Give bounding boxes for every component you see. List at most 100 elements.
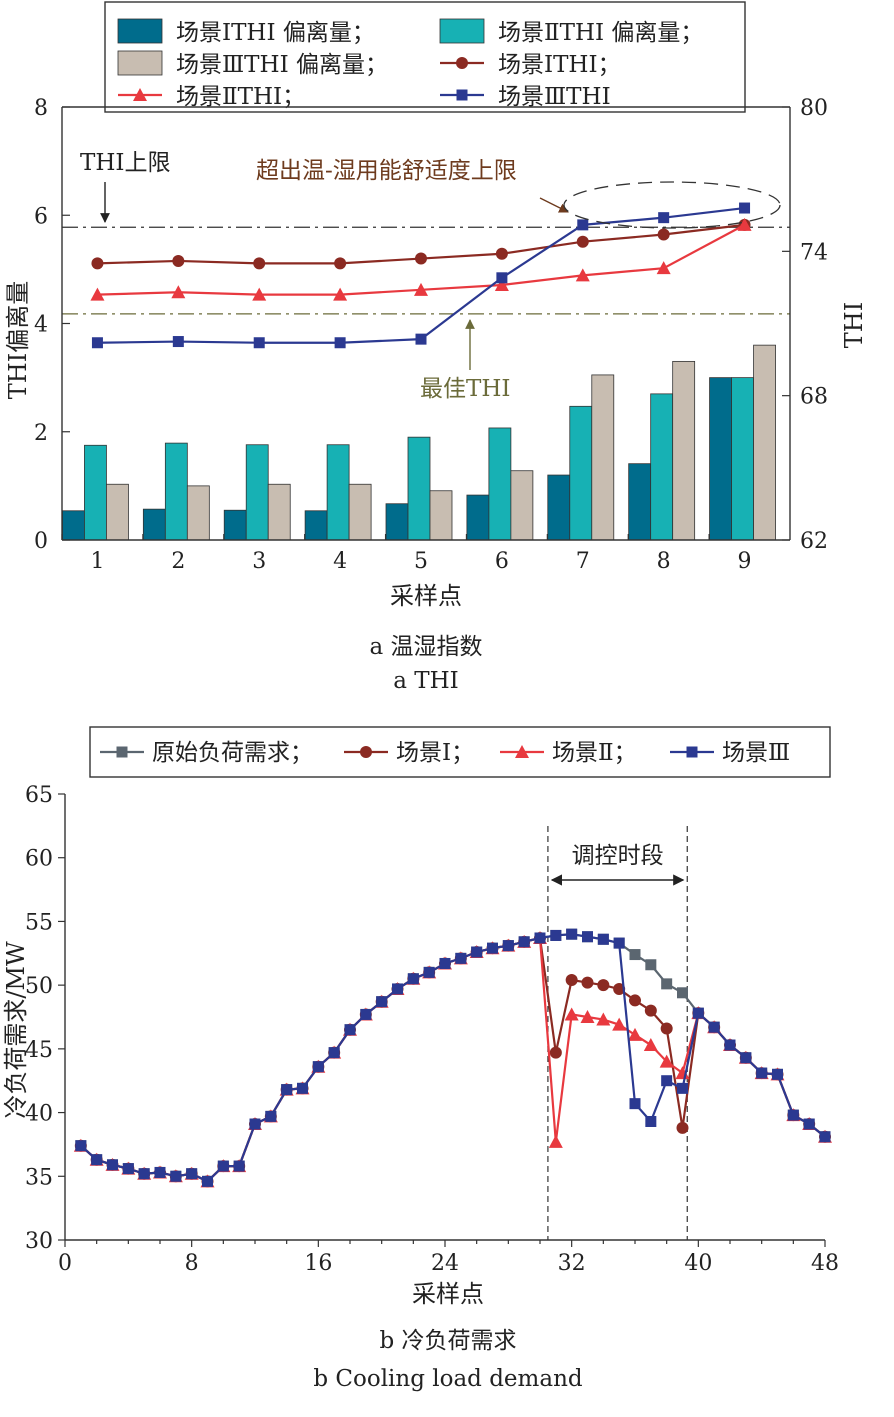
load-point-4-45 xyxy=(772,1068,783,1080)
legend-swatch xyxy=(117,18,163,44)
load-point-2-34 xyxy=(597,979,610,992)
chart-a-y-tick-label: 0 xyxy=(34,529,48,554)
chart-a-y-tick-label: 2 xyxy=(34,421,48,446)
thi-point-3-5 xyxy=(415,333,427,345)
load-point-4-17 xyxy=(328,1047,340,1059)
legend-label: 场景ⅡTHI； xyxy=(176,84,305,110)
load-point-4-32 xyxy=(566,928,578,940)
load-point-4-41 xyxy=(708,1021,720,1033)
chart-a-reference-lines xyxy=(62,226,790,315)
thi-point-1-8 xyxy=(657,228,670,241)
chart-b-y-tick-label: 60 xyxy=(25,847,53,872)
chart-b-y-tick-label: 65 xyxy=(25,783,53,808)
thi-point-2-4 xyxy=(333,287,348,301)
chart-a-x-tick-label: 8 xyxy=(657,549,671,574)
control-window: 调控时段 xyxy=(547,826,688,1240)
thi-point-2-8 xyxy=(656,261,671,275)
load-point-4-29 xyxy=(518,936,530,948)
load-point-4-14 xyxy=(281,1084,293,1096)
thi-point-3-1 xyxy=(91,337,103,349)
load-point-4-42 xyxy=(724,1039,736,1051)
bar-1-1 xyxy=(62,510,85,541)
chart-a-y-tick-label: 8 xyxy=(34,96,48,121)
bar-3-3 xyxy=(267,483,291,541)
load-point-4-22 xyxy=(407,973,419,985)
bar-3-8 xyxy=(672,360,696,541)
legend-label: 场景ⅡTHI 偏离量； xyxy=(498,20,703,46)
chart-a-x-tick-label: 9 xyxy=(738,549,752,574)
load-point-4-15 xyxy=(297,1082,308,1094)
chart-a-y-tick-label: 4 xyxy=(34,313,48,338)
load-point-2-31 xyxy=(549,1046,562,1059)
chart-b-y-tick-label: 50 xyxy=(25,974,53,999)
chart-a-x-tick-label: 4 xyxy=(333,549,347,574)
chart-a-y2-axis-title: THI xyxy=(840,302,868,348)
load-point-4-26 xyxy=(471,946,483,958)
load-point-4-18 xyxy=(344,1024,356,1036)
chart-b-y-axis-title: 冷负荷需求/MW xyxy=(2,941,30,1119)
bar-1-5 xyxy=(385,503,409,541)
legend-swatch xyxy=(117,50,163,76)
thi-upper-limit-label: THI上限 xyxy=(80,150,170,176)
chart-b-caption-en: b Cooling load demand xyxy=(313,1366,583,1392)
legend-label: 场景Ⅲ xyxy=(722,740,790,766)
chart-a-x-tick-label: 1 xyxy=(90,549,104,574)
legend-label: 场景Ⅰ； xyxy=(396,740,474,766)
bar-1-9 xyxy=(709,377,732,541)
load-point-4-30 xyxy=(534,932,546,944)
thi-point-3-7 xyxy=(577,219,589,231)
load-point-4-21 xyxy=(392,983,403,995)
bar-2-1 xyxy=(84,444,107,541)
chart-b-x-tick-label: 24 xyxy=(431,1251,459,1276)
chart-a-x-tick-label: 5 xyxy=(414,549,428,574)
load-point-2-36 xyxy=(629,994,641,1007)
load-point-4-34 xyxy=(597,933,609,945)
chart-b-x-axis-title: 采样点 xyxy=(412,1280,484,1308)
chart-a: 场景ⅠTHI 偏离量； 场景ⅡTHI 偏离量； 场景ⅢTHI 偏离量； 场景ⅠTHI；… xyxy=(4,1,868,694)
exceed-limit-arrow xyxy=(539,197,569,213)
load-point-2-39 xyxy=(676,1121,689,1134)
bar-1-7 xyxy=(547,474,571,541)
bar-2-6 xyxy=(488,427,512,541)
load-point-3-34 xyxy=(596,1012,611,1026)
bar-3-2 xyxy=(186,485,210,541)
legend-marker xyxy=(360,746,372,758)
load-point-4-24 xyxy=(439,957,451,969)
chart-b: 原始负荷需求； 场景Ⅰ； 场景Ⅱ； 场景Ⅲ 调控时段 30 35 40 45 50 55 60 65… xyxy=(2,726,839,1392)
thi-point-1-5 xyxy=(415,252,427,265)
bar-3-1 xyxy=(106,483,129,541)
load-point-4-19 xyxy=(360,1008,372,1020)
load-point-4-43 xyxy=(740,1052,752,1064)
load-point-4-37 xyxy=(645,1115,657,1127)
thi-line-3 xyxy=(97,206,745,344)
chart-a-legend-box xyxy=(104,1,746,113)
load-line-4 xyxy=(80,933,826,1183)
legend-label: 场景ⅢTHI xyxy=(498,84,611,110)
load-point-2-35 xyxy=(613,982,626,995)
thi-point-3-8 xyxy=(658,212,670,224)
chart-a-bars xyxy=(62,344,776,541)
best-thi-label: 最佳THI xyxy=(420,376,510,402)
chart-a-caption-cn: a 温湿指数 xyxy=(369,634,482,660)
thi-point-2-5 xyxy=(414,282,428,296)
load-point-4-7 xyxy=(170,1170,182,1182)
chart-b-y-tick-label: 35 xyxy=(25,1165,53,1190)
legend-swatch xyxy=(439,18,485,44)
load-point-4-8 xyxy=(186,1168,198,1180)
load-point-1-36 xyxy=(629,949,641,961)
load-point-4-5 xyxy=(138,1168,150,1180)
chart-b-x-tick-label: 48 xyxy=(811,1251,839,1276)
load-point-4-46 xyxy=(787,1109,799,1121)
bar-3-9 xyxy=(753,344,776,541)
chart-b-ticks: 30 35 40 45 50 55 60 65 0 8 16 24 32 40 48 xyxy=(25,783,839,1276)
load-point-3-32 xyxy=(564,1007,579,1021)
thi-point-1-1 xyxy=(91,257,104,270)
load-point-4-48 xyxy=(819,1131,831,1143)
chart-a-caption-en: a THI xyxy=(393,668,459,694)
chart-b-x-tick-label: 8 xyxy=(185,1251,199,1276)
bar-2-7 xyxy=(569,405,593,541)
bar-1-3 xyxy=(223,509,247,541)
chart-a-y-tick-label: 6 xyxy=(34,204,48,229)
chart-b-x-tick-label: 0 xyxy=(58,1251,72,1276)
thi-point-1-3 xyxy=(253,257,266,270)
